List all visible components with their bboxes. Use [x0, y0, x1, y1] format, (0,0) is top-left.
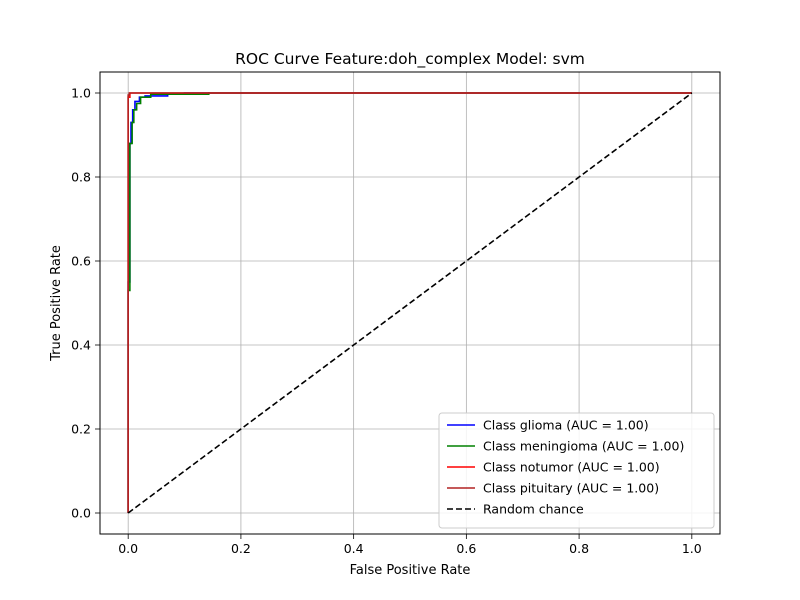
x-tick-label: 0.6: [456, 541, 476, 556]
x-axis-label: False Positive Rate: [350, 563, 471, 578]
y-tick-label: 0.0: [71, 506, 91, 521]
x-tick-label: 0.2: [231, 541, 251, 556]
legend-label: Class meningioma (AUC = 1.00): [483, 439, 684, 454]
x-tick-label: 1.0: [682, 541, 702, 556]
chart-title: ROC Curve Feature:doh_complex Model: svm: [235, 50, 585, 69]
x-tick-label: 0.0: [118, 541, 138, 556]
y-axis-ticks: 0.0 0.2 0.4 0.6 0.8 1.0: [71, 86, 100, 521]
y-tick-label: 1.0: [71, 86, 91, 101]
series-line-4: [127, 92, 693, 514]
y-tick-label: 0.8: [71, 170, 91, 185]
y-tick-label: 0.6: [71, 254, 91, 269]
legend-label: Class glioma (AUC = 1.00): [483, 418, 649, 433]
legend: Class glioma (AUC = 1.00) Class meningiom…: [438, 412, 715, 529]
legend-label: Class pituitary (AUC = 1.00): [483, 481, 659, 496]
legend-label: Class notumor (AUC = 1.00): [483, 460, 660, 475]
series-line-1: [127, 92, 692, 513]
grid: [100, 72, 720, 534]
y-tick-label: 0.4: [71, 338, 91, 353]
legend-box: [438, 412, 715, 529]
y-axis-label: True Positive Rate: [49, 245, 64, 362]
legend-label: Random chance: [483, 502, 584, 517]
x-tick-label: 0.8: [569, 541, 589, 556]
plot-area-frame: [99, 71, 721, 535]
series-line-3: [127, 92, 692, 513]
y-tick-label: 0.2: [71, 422, 91, 437]
x-tick-label: 0.4: [344, 541, 364, 556]
series-lines: [127, 92, 693, 514]
x-axis-ticks: 0.0 0.2 0.4 0.6 0.8 1.0: [118, 534, 702, 556]
